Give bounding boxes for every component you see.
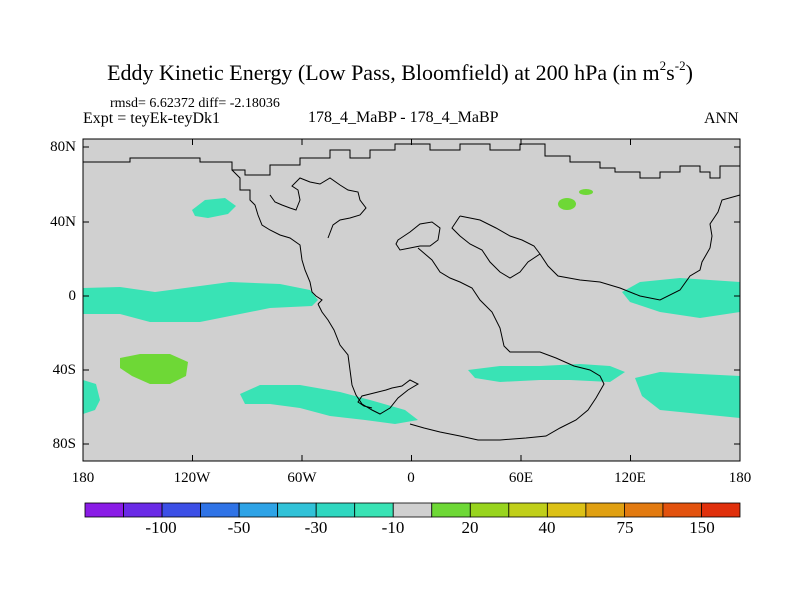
colorbar-swatch <box>315 502 356 518</box>
lon-label-60w: 60W <box>287 470 317 486</box>
lon-label-60e: 60E <box>508 470 534 486</box>
colorbar-label: 150 <box>689 518 715 537</box>
colorbar <box>84 502 741 518</box>
coastline-hudson <box>269 177 367 239</box>
colorbar-swatch <box>277 502 317 518</box>
colorbar-label: 20 <box>461 518 479 537</box>
colorbar-label: -50 <box>227 518 251 537</box>
map-ticks <box>82 139 741 461</box>
colorbar-swatch <box>84 502 124 518</box>
anomaly-contours <box>83 189 740 424</box>
lon-label-180e: 180 <box>728 470 752 486</box>
contour-neg-equator-east <box>622 278 740 318</box>
contour-neg-south-2 <box>240 385 418 424</box>
colorbar-swatch <box>161 502 201 518</box>
contour-pos-south-pacific <box>120 354 188 384</box>
colorbar-swatch <box>354 502 394 518</box>
colorbar-label: -30 <box>304 518 328 537</box>
colorbar-swatch <box>431 502 471 518</box>
colorbar-label: 40 <box>538 518 556 537</box>
lat-label-40s: 40S <box>52 362 76 378</box>
colorbar-swatch <box>546 502 587 518</box>
coastline-north-america <box>231 169 323 305</box>
plot-title: Eddy Kinetic Energy (Low Pass, Bloomfiel… <box>107 58 693 85</box>
lon-label-0: 0 <box>407 470 415 486</box>
coastline-north <box>83 143 740 179</box>
coastline-africa <box>409 247 605 441</box>
stats-text: rmsd= 6.62372 diff= -2.18036 <box>110 96 280 111</box>
lat-label-80n: 80N <box>50 139 76 155</box>
lat-label-80s: 80S <box>52 436 76 452</box>
continent-outlines <box>83 143 741 441</box>
colorbar-swatch <box>585 502 625 518</box>
contour-neg-south-4 <box>635 372 740 418</box>
colorbar-label: -100 <box>145 518 177 537</box>
period-label: ANN <box>704 110 739 127</box>
colorbar-label: -10 <box>381 518 405 537</box>
colorbar-swatch <box>392 502 433 518</box>
cases-label: 178_4_MaBP - 178_4_MaBP <box>308 109 499 126</box>
coastline-europe-africa <box>395 221 441 251</box>
colorbar-swatch <box>469 502 510 518</box>
lon-label-120w: 120W <box>173 470 211 486</box>
contour-neg-equator-west <box>83 282 318 322</box>
colorbar-swatch <box>624 502 664 518</box>
coastline-south-america <box>317 303 420 415</box>
contour-neg-n-pacific <box>192 198 236 218</box>
colorbar-swatch <box>123 502 163 518</box>
colorbar-swatch <box>662 502 702 518</box>
lon-label-180w: 180 <box>71 470 95 486</box>
contour-pos-asia-1 <box>558 198 576 210</box>
lat-label-0: 0 <box>68 288 77 304</box>
colorbar-swatch <box>200 502 240 518</box>
lat-label-40n: 40N <box>50 214 76 230</box>
coastline-asia <box>459 194 741 301</box>
colorbar-swatch <box>238 502 279 518</box>
colorbar-label: 75 <box>616 518 634 537</box>
experiment-label: Expt = teyEk-teyDk1 <box>83 110 220 127</box>
contour-pos-asia-2 <box>579 189 593 195</box>
contour-neg-south-1 <box>83 380 100 414</box>
colorbar-swatch <box>508 502 548 518</box>
coastline-india <box>451 215 541 279</box>
colorbar-swatch <box>701 502 741 518</box>
lon-label-120e: 120E <box>614 470 646 486</box>
